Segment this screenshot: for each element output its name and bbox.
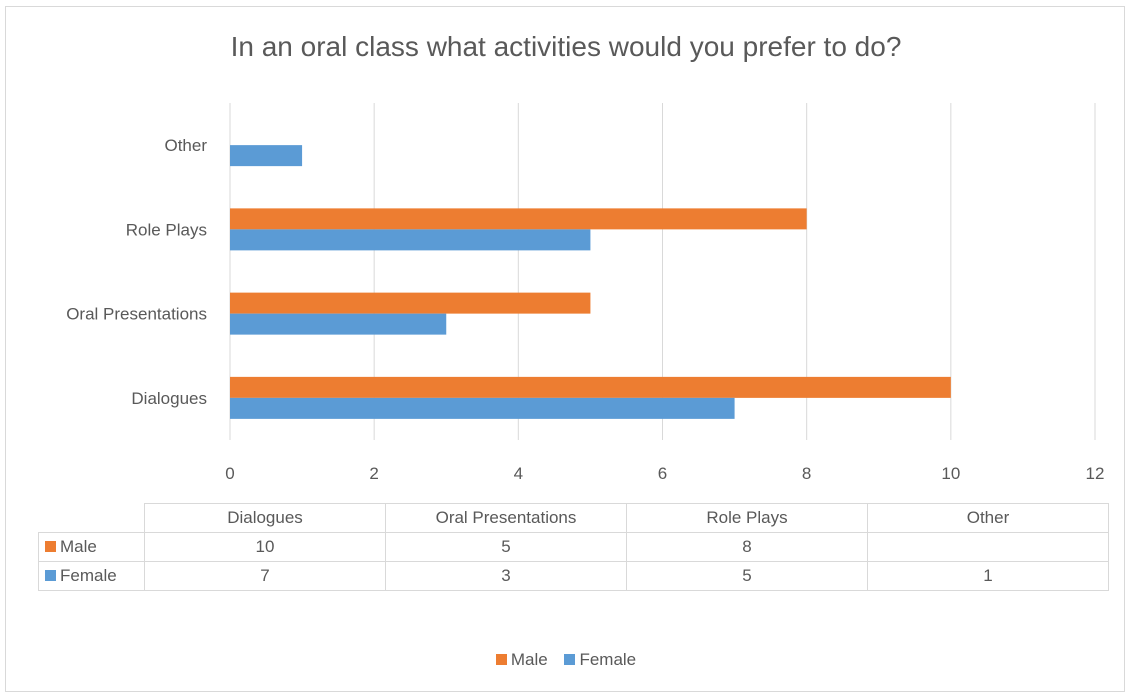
bar-female-role-plays <box>230 229 591 251</box>
bar-male-oral-presentations <box>230 292 591 314</box>
data-table-header: Role Plays <box>626 503 868 533</box>
data-table-header: Dialogues <box>144 503 386 533</box>
bar-female-other <box>230 145 303 167</box>
bar-female-dialogues <box>230 397 735 419</box>
data-table-cell: 5 <box>385 532 627 562</box>
bar-male-dialogues <box>230 376 951 398</box>
y-tick-label: Oral Presentations <box>66 305 207 324</box>
y-tick-label: Dialogues <box>131 389 207 408</box>
y-tick-label: Other <box>164 136 207 155</box>
data-table-header: Oral Presentations <box>385 503 627 533</box>
data-table: Dialogues Oral Presentations Role Plays … <box>38 503 1109 591</box>
x-tick-label: 8 <box>802 464 811 483</box>
data-table-cell: 3 <box>385 561 627 591</box>
data-table-header-row: Dialogues Oral Presentations Role Plays … <box>38 503 1109 533</box>
legend-label: Female <box>579 650 637 669</box>
legend-label: Male <box>510 650 548 669</box>
legend-swatch-female <box>564 654 576 665</box>
data-table-corner <box>38 503 145 533</box>
female-swatch <box>45 570 56 581</box>
legend-swatch-male <box>495 654 507 665</box>
bar-female-oral-presentations <box>230 313 447 335</box>
data-table-cell: 8 <box>626 532 868 562</box>
bar-male-role-plays <box>230 208 807 230</box>
legend: Male Female <box>0 650 1132 670</box>
data-table-row-label: Female <box>38 561 145 591</box>
legend-item-female: Female <box>564 650 636 670</box>
bar-chart-plot: 0 2 4 6 8 10 12 Dialogues Oral Presentations Role… <box>66 103 1105 483</box>
x-tick-label: 0 <box>225 464 234 483</box>
x-tick-label: 2 <box>369 464 378 483</box>
legend-item-male: Male <box>495 650 548 670</box>
data-table-row-label: Male <box>38 532 145 562</box>
data-table-cell: 7 <box>144 561 386 591</box>
x-tick-label: 4 <box>514 464 523 483</box>
y-tick-label: Role Plays <box>126 220 207 239</box>
x-tick-label: 6 <box>658 464 667 483</box>
chart-title: In an oral class what activities would y… <box>230 31 902 62</box>
data-table-cell: 5 <box>626 561 868 591</box>
data-table-cell: 1 <box>867 561 1109 591</box>
x-tick-label: 12 <box>1086 464 1105 483</box>
x-tick-label: 10 <box>941 464 960 483</box>
data-table-cell: 10 <box>144 532 386 562</box>
data-table-header: Other <box>867 503 1109 533</box>
male-swatch <box>45 541 56 552</box>
data-table-cell <box>867 532 1109 562</box>
series-name: Female <box>60 566 117 585</box>
data-table-row-male: Male 10 5 8 <box>38 532 1109 562</box>
data-table-row-female: Female 7 3 5 1 <box>38 561 1109 591</box>
series-name: Male <box>60 537 97 556</box>
